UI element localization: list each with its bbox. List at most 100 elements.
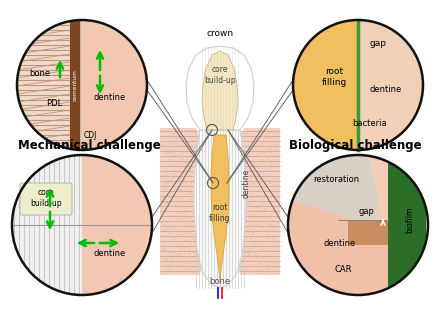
Point <box>174 208 181 213</box>
Point <box>173 263 180 268</box>
Text: cementum: cementum <box>73 69 77 101</box>
Point <box>192 268 199 273</box>
Point <box>269 224 276 229</box>
Polygon shape <box>186 46 254 130</box>
Point <box>271 147 278 152</box>
Text: dentine: dentine <box>324 239 356 248</box>
Point <box>188 225 195 230</box>
Point <box>170 141 177 146</box>
Point <box>183 137 190 142</box>
Point <box>250 162 257 167</box>
Point <box>191 231 198 236</box>
Point <box>172 172 179 177</box>
Point <box>191 180 198 185</box>
Point <box>248 129 255 134</box>
Point <box>172 202 179 207</box>
Point <box>183 149 190 154</box>
Point <box>184 145 191 150</box>
Point <box>251 134 258 139</box>
Point <box>176 156 183 161</box>
Point <box>264 147 271 152</box>
Point <box>175 230 182 235</box>
Point <box>180 209 187 214</box>
Point <box>253 195 260 200</box>
Point <box>239 239 246 244</box>
Point <box>162 262 169 267</box>
Wedge shape <box>17 20 82 150</box>
Point <box>193 207 200 212</box>
Point <box>181 177 188 182</box>
Point <box>242 176 249 181</box>
Point <box>247 172 254 177</box>
Point <box>242 249 249 254</box>
Point <box>270 249 277 254</box>
Point <box>240 227 247 232</box>
Text: CAR: CAR <box>334 265 352 275</box>
Point <box>253 234 260 239</box>
Point <box>241 218 248 223</box>
Point <box>172 162 179 167</box>
Point <box>243 251 250 256</box>
Point <box>258 197 265 202</box>
Point <box>252 244 259 249</box>
Point <box>261 232 268 237</box>
Point <box>192 227 199 232</box>
Point <box>164 179 171 184</box>
Point <box>188 229 195 234</box>
Point <box>176 217 183 222</box>
Point <box>169 254 176 259</box>
Point <box>173 170 180 175</box>
Point <box>164 259 171 264</box>
Point <box>190 206 197 211</box>
Point <box>173 152 180 157</box>
Point <box>179 128 186 133</box>
Point <box>250 205 257 210</box>
Point <box>253 222 260 227</box>
Point <box>266 233 273 239</box>
Point <box>270 270 277 275</box>
Point <box>261 213 268 218</box>
Point <box>254 228 261 233</box>
Point <box>176 248 183 253</box>
Point <box>266 180 273 185</box>
Point <box>176 198 183 203</box>
Point <box>164 198 171 203</box>
Point <box>176 232 183 237</box>
Point <box>175 186 182 191</box>
Point <box>163 257 170 262</box>
Point <box>269 235 276 240</box>
Point <box>168 169 175 174</box>
Point <box>187 180 194 185</box>
Point <box>250 252 257 257</box>
Point <box>162 255 169 260</box>
Point <box>174 218 181 223</box>
Point <box>245 154 252 159</box>
Point <box>244 200 251 205</box>
Point <box>174 242 181 247</box>
Point <box>267 147 274 152</box>
Point <box>253 208 260 213</box>
Point <box>167 255 174 260</box>
Point <box>173 232 180 237</box>
Point <box>171 202 178 207</box>
Point <box>170 186 177 191</box>
Point <box>162 151 169 156</box>
Point <box>258 157 265 162</box>
Point <box>183 186 190 191</box>
Point <box>174 142 181 147</box>
Point <box>241 233 248 239</box>
Point <box>194 170 201 175</box>
Point <box>239 131 246 136</box>
Point <box>164 169 171 174</box>
Point <box>257 128 264 133</box>
Point <box>253 263 260 268</box>
Point <box>247 248 254 253</box>
Point <box>249 151 256 156</box>
Point <box>194 204 201 209</box>
Point <box>192 251 199 256</box>
Point <box>192 218 199 223</box>
Point <box>257 213 264 218</box>
Point <box>161 172 168 177</box>
Point <box>176 254 183 259</box>
Point <box>182 203 189 208</box>
